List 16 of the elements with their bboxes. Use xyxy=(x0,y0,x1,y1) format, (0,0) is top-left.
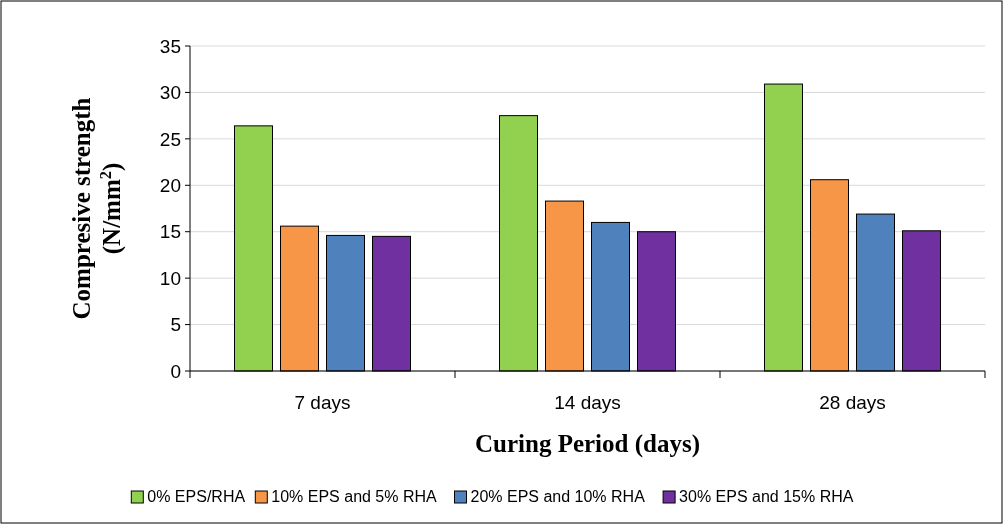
y-tick-label: 5 xyxy=(170,314,181,336)
y-tick-label: 10 xyxy=(159,267,181,289)
x-axis-title: Curing Period (days) xyxy=(475,430,700,458)
y-tick-label: 35 xyxy=(159,35,181,57)
legend-label: 0% EPS/RHA xyxy=(147,488,246,505)
y-tick-label: 20 xyxy=(159,174,181,196)
y-tick-label: 30 xyxy=(159,82,181,104)
y-tick-label: 25 xyxy=(159,128,181,150)
legend-label: 30% EPS and 15% RHA xyxy=(679,488,854,505)
x-tick-label: 14 days xyxy=(554,392,621,413)
y-tick-label: 15 xyxy=(159,221,181,243)
legend-label: 20% EPS and 10% RHA xyxy=(470,488,646,505)
legend-label: 10% EPS and 5% RHA xyxy=(271,488,438,505)
x-tick-label: 7 days xyxy=(294,392,351,413)
y-tick-label: 0 xyxy=(170,360,181,382)
x-tick-label: 28 days xyxy=(819,392,886,413)
